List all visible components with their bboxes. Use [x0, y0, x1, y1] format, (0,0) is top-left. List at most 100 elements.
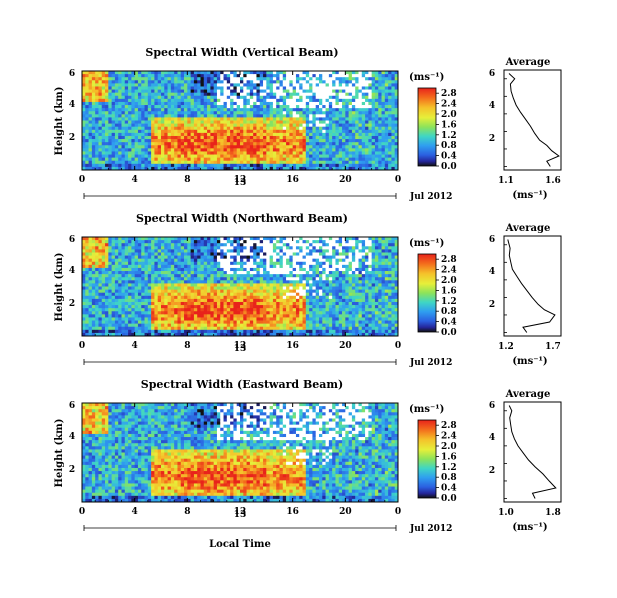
heatmap-cell	[224, 124, 228, 127]
heatmap-cell	[145, 158, 149, 161]
heatmap-cell	[191, 240, 195, 243]
heatmap-cell	[299, 145, 303, 148]
heatmap-cell	[135, 299, 139, 302]
heatmap-cell	[260, 237, 264, 240]
heatmap-cell	[227, 164, 231, 167]
heatmap-cell	[138, 305, 142, 308]
heatmap-cell	[260, 308, 264, 311]
heatmap-cell	[335, 80, 339, 83]
heatmap-cell	[224, 121, 228, 124]
heatmap-cell	[177, 133, 181, 136]
heatmap-cell	[293, 114, 297, 117]
heatmap-cell	[191, 161, 195, 164]
heatmap-cell	[352, 117, 356, 120]
heatmap-cell	[220, 240, 224, 243]
heatmap-cell	[135, 327, 139, 330]
heatmap-cell	[194, 96, 198, 99]
heatmap-cell	[102, 139, 106, 142]
heatmap-cell	[154, 108, 158, 111]
heatmap-cell	[243, 161, 247, 164]
heatmap-cell	[158, 317, 162, 320]
heatmap-cell	[141, 77, 145, 80]
heatmap-cell	[289, 127, 293, 130]
heatmap-cell	[250, 240, 254, 243]
heatmap-cell	[286, 114, 290, 117]
heatmap-cell	[181, 111, 185, 114]
heatmap-cell	[273, 145, 277, 148]
heatmap-cell	[250, 102, 254, 105]
heatmap-cell	[230, 317, 234, 320]
heatmap-cell	[115, 246, 119, 249]
heatmap-cell	[382, 133, 386, 136]
heatmap-cell	[115, 299, 119, 302]
heatmap-cell	[342, 151, 346, 154]
heatmap-cell	[181, 158, 185, 161]
heatmap-cell	[312, 139, 316, 142]
heatmap-cell	[273, 158, 277, 161]
heatmap-cell	[303, 96, 307, 99]
y-axis-label: Height (km)	[54, 87, 65, 156]
heatmap-cell	[293, 117, 297, 120]
heatmap-cell	[349, 133, 353, 136]
heatmap-cell	[145, 133, 149, 136]
heatmap-cell	[201, 330, 205, 333]
heatmap-cell	[191, 102, 195, 105]
heatmap-cell	[224, 262, 228, 265]
heatmap-cell	[253, 308, 257, 311]
heatmap-cell	[286, 136, 290, 139]
heatmap-cell	[283, 111, 287, 114]
heatmap-cell	[204, 280, 208, 283]
heatmap-cell	[102, 71, 106, 74]
heatmap-cell	[316, 117, 320, 120]
heatmap-cell	[154, 311, 158, 314]
heatmap-cell	[95, 121, 99, 124]
heatmap-cell	[115, 290, 119, 293]
heatmap-cell	[332, 127, 336, 130]
heatmap-cell	[319, 164, 323, 167]
heatmap-cell	[171, 302, 175, 305]
heatmap-cell	[240, 327, 244, 330]
heatmap-cell	[181, 296, 185, 299]
heatmap-cell	[98, 252, 102, 255]
heatmap-cell	[184, 302, 188, 305]
heatmap-cell	[154, 265, 158, 268]
heatmap-cell	[112, 86, 116, 89]
heatmap-cell	[122, 105, 126, 108]
heatmap-cell	[135, 265, 139, 268]
heatmap-cell	[210, 99, 214, 102]
heatmap-cell	[230, 136, 234, 139]
heatmap-cell	[224, 148, 228, 151]
heatmap-cell	[293, 74, 297, 77]
heatmap-cell	[253, 293, 257, 296]
heatmap-cell	[247, 259, 251, 262]
heatmap-cell	[220, 130, 224, 133]
heatmap-cell	[224, 155, 228, 158]
heatmap-cell	[151, 117, 155, 120]
heatmap-cell	[266, 151, 270, 154]
heatmap-cell	[253, 117, 257, 120]
heatmap-cell	[230, 133, 234, 136]
heatmap-cell	[82, 274, 86, 277]
heatmap-cell	[293, 77, 297, 80]
heatmap-cell	[164, 161, 168, 164]
heatmap-cell	[263, 290, 267, 293]
heatmap-cell	[118, 240, 122, 243]
heatmap-cell	[187, 268, 191, 271]
heatmap-cell	[105, 293, 109, 296]
heatmap-cell	[250, 243, 254, 246]
heatmap-cell	[372, 74, 376, 77]
heatmap-cell	[359, 142, 363, 145]
heatmap-cell	[197, 277, 201, 280]
heatmap-cell	[141, 302, 145, 305]
heatmap-cell	[105, 83, 109, 86]
heatmap-cell	[322, 102, 326, 105]
heatmap-cell	[181, 90, 185, 93]
heatmap-cell	[141, 283, 145, 286]
heatmap-cell	[168, 277, 172, 280]
heatmap-cell	[187, 124, 191, 127]
heatmap-cell	[362, 93, 366, 96]
heatmap-cell	[85, 268, 89, 271]
heatmap-cell	[164, 142, 168, 145]
heatmap-cell	[339, 71, 343, 74]
heatmap-cell	[342, 90, 346, 93]
